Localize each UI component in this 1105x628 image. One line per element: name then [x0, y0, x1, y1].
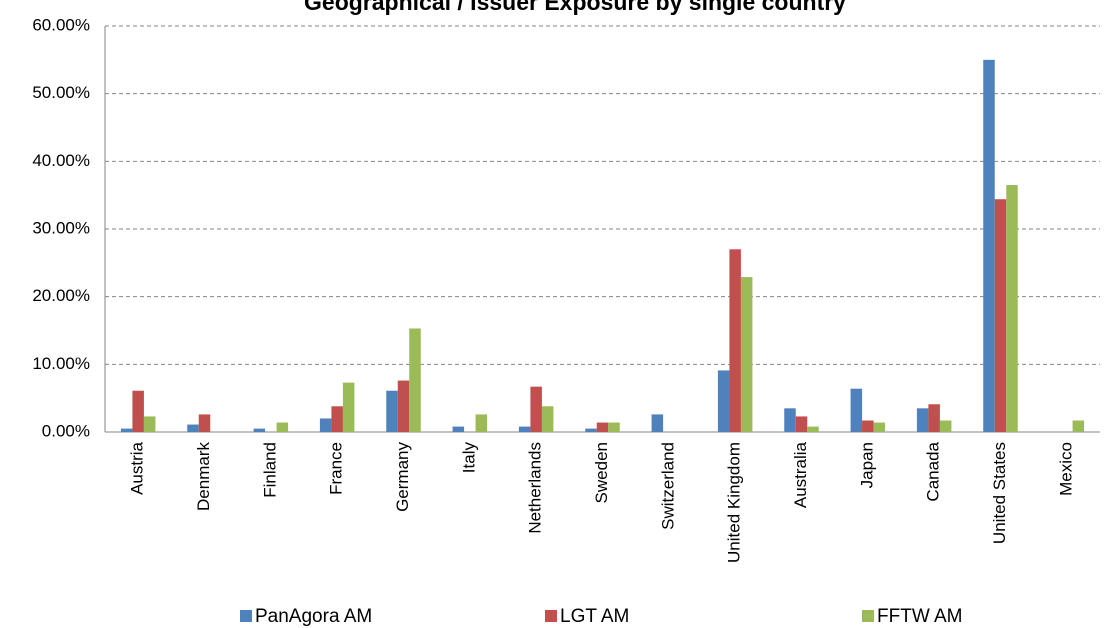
bar: [409, 328, 421, 432]
x-tick-label: Mexico: [1056, 442, 1075, 496]
bar: [143, 416, 156, 432]
bar: [386, 390, 398, 432]
bar: [475, 414, 488, 432]
bar: [729, 249, 741, 432]
x-tick-label: Netherlands: [526, 442, 545, 534]
bar: [331, 406, 343, 432]
y-tick-label: 50.00%: [32, 83, 90, 102]
x-tick-label: Canada: [924, 441, 943, 501]
x-tick-label: United Kingdom: [725, 442, 744, 563]
x-tick-label: Sweden: [592, 442, 611, 503]
bar: [276, 422, 289, 432]
legend-label: LGT AM: [560, 606, 629, 627]
bar: [585, 428, 597, 432]
bar: [120, 428, 133, 432]
bar: [807, 426, 819, 432]
x-tick-label: Finland: [260, 442, 279, 498]
bar: [596, 422, 609, 432]
x-tick-label: Japan: [857, 442, 876, 488]
bar: [452, 426, 465, 432]
bar: [608, 422, 620, 432]
bar: [541, 406, 554, 432]
bar: [319, 418, 332, 432]
legend-label: PanAgora AM: [255, 606, 372, 627]
y-tick-label: 0.00%: [42, 421, 90, 440]
x-tick-label: Germany: [393, 442, 412, 512]
x-tick-label: United States: [990, 442, 1009, 544]
bar: [187, 424, 199, 432]
bar: [784, 408, 796, 432]
x-tick-label: Switzerland: [658, 442, 677, 530]
bar: [132, 390, 144, 432]
legend-swatch: [545, 610, 557, 622]
bar: [717, 370, 730, 432]
y-tick-label: 30.00%: [32, 218, 90, 237]
x-tick-label: Denmark: [194, 442, 213, 511]
bar: [916, 408, 929, 432]
y-tick-label: 10.00%: [32, 354, 90, 373]
bar: [795, 416, 808, 432]
bar: [862, 420, 874, 432]
bar: [1006, 185, 1018, 432]
legend-swatch: [862, 610, 874, 622]
bar: [873, 422, 886, 432]
bar: [397, 380, 410, 432]
bar: [651, 414, 664, 432]
bar: [740, 277, 753, 432]
x-tick-label: Australia: [791, 441, 810, 508]
bar: [939, 420, 952, 432]
bar: [253, 428, 266, 432]
bar: [994, 199, 1007, 432]
bar: [1072, 420, 1085, 432]
bar: [198, 414, 211, 432]
y-tick-label: 20.00%: [32, 286, 90, 305]
legend-swatch: [240, 610, 252, 622]
y-tick-label: 40.00%: [32, 151, 90, 170]
bar: [518, 426, 531, 432]
x-tick-label: Italy: [459, 442, 478, 474]
x-tick-label: France: [327, 442, 346, 495]
chart-title: Geographical / Issuer Exposure by single…: [304, 0, 846, 15]
bar: [983, 59, 995, 432]
y-tick-label: 60.00%: [32, 15, 90, 34]
bar: [850, 388, 863, 432]
bar: [928, 404, 940, 432]
x-tick-label: Austria: [128, 441, 147, 494]
bar: [342, 382, 355, 432]
bar: [530, 386, 542, 432]
legend-label: FFTW AM: [877, 606, 962, 627]
